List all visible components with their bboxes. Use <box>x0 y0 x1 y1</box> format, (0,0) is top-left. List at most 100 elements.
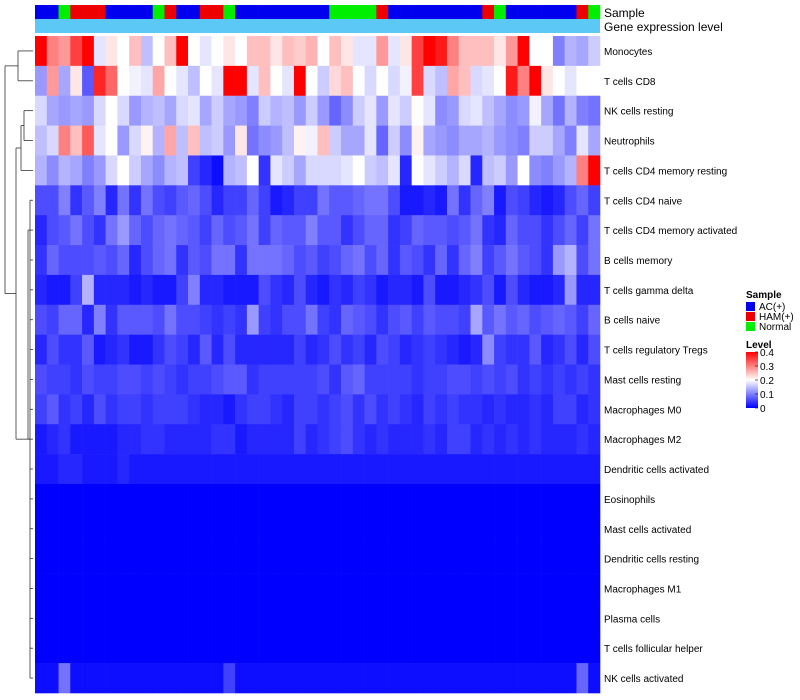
heatmap-cell <box>270 125 283 156</box>
heatmap-cell <box>93 334 106 365</box>
heatmap-cell <box>529 215 542 246</box>
heatmap-cell <box>446 663 460 694</box>
row-label: NK cells activated <box>604 674 683 685</box>
heatmap-cell <box>458 95 471 126</box>
heatmap-cell <box>494 603 507 634</box>
heatmap-cell <box>529 543 542 574</box>
heatmap-cell <box>199 185 212 216</box>
heatmap-cell <box>82 603 95 634</box>
heatmap-cell <box>423 543 436 574</box>
heatmap-cell <box>494 304 507 335</box>
heatmap-cell <box>376 394 389 425</box>
heatmap-cell <box>305 364 318 395</box>
heatmap-cell <box>388 513 401 544</box>
heatmap-cell <box>517 513 530 544</box>
heatmap-cell <box>235 36 248 67</box>
sample-annotation-cell <box>270 5 283 19</box>
sample-annotation-cell <box>176 5 189 19</box>
heatmap-cell <box>564 36 577 67</box>
heatmap-cell <box>129 304 142 335</box>
heatmap-cell <box>117 633 130 664</box>
heatmap-cell <box>364 245 377 276</box>
heatmap-cell <box>376 185 389 216</box>
heatmap-cell <box>129 483 142 515</box>
heatmap-cell <box>176 573 189 604</box>
heatmap-cell <box>105 185 118 216</box>
heatmap-cell <box>329 573 342 604</box>
heatmap-cell <box>541 483 554 515</box>
heatmap-cell <box>235 125 248 156</box>
heatmap-cell <box>82 65 95 97</box>
heatmap-cell <box>164 304 177 335</box>
heatmap-cell <box>376 304 389 335</box>
heatmap-cell <box>411 394 424 425</box>
heatmap-cell <box>246 155 259 186</box>
heatmap-cell <box>35 394 48 425</box>
heatmap-cell <box>388 334 401 365</box>
heatmap-cell <box>482 394 495 425</box>
heatmap-cell <box>399 36 412 67</box>
heatmap-cell <box>364 543 377 574</box>
heatmap-cell <box>317 633 330 664</box>
heatmap-cell <box>435 125 448 156</box>
heatmap-cell <box>529 185 542 216</box>
sample-annotation-cell <box>293 5 307 19</box>
heatmap-cell <box>46 603 59 634</box>
heatmap-cell <box>564 65 577 97</box>
heatmap-cell <box>341 573 354 604</box>
heatmap-cell <box>258 364 271 395</box>
row-label: Mast cells resting <box>604 375 681 386</box>
heatmap-cell <box>364 513 377 544</box>
heatmap-cell <box>341 603 354 634</box>
legend-level-tick-label: 0.1 <box>760 390 774 401</box>
heatmap-cell <box>341 543 354 574</box>
heatmap-cell <box>317 663 330 694</box>
heatmap-cell <box>446 304 460 335</box>
heatmap-cell <box>517 304 530 335</box>
heatmap-cell <box>494 483 507 515</box>
heatmap-cell <box>435 65 448 97</box>
heatmap-cell <box>446 394 460 425</box>
heatmap-cell <box>117 274 130 306</box>
heatmap-cell <box>305 155 318 186</box>
heatmap-cell <box>46 663 59 694</box>
heatmap-cell <box>564 394 577 425</box>
heatmap-cell <box>46 125 59 156</box>
heatmap-cell <box>505 364 518 395</box>
heatmap-cell <box>352 543 365 574</box>
heatmap-cell <box>388 65 401 97</box>
heatmap-cell <box>117 663 130 694</box>
heatmap-cell <box>82 394 95 425</box>
heatmap-cell <box>588 36 601 67</box>
heatmap-cell <box>505 334 518 365</box>
heatmap-cell <box>376 454 389 485</box>
heatmap-cell <box>164 394 177 425</box>
heatmap-cell <box>282 513 295 544</box>
heatmap-cell <box>505 185 518 216</box>
heatmap-cell <box>552 364 565 395</box>
heatmap-cell <box>541 633 554 664</box>
sample-annotation-cell <box>446 5 460 19</box>
heatmap-cell <box>576 633 589 664</box>
heatmap-cell <box>494 543 507 574</box>
heatmap-cell <box>176 65 189 97</box>
heatmap-cell <box>117 573 130 604</box>
heatmap-cell <box>105 215 118 246</box>
heatmap-cell <box>505 603 518 634</box>
heatmap-cell <box>329 65 342 97</box>
sample-annotation-cell <box>105 5 118 19</box>
heatmap-cell <box>446 543 460 574</box>
heatmap-cell <box>35 65 48 97</box>
heatmap-cell <box>446 36 460 67</box>
heatmap-cell <box>576 304 589 335</box>
heatmap-cell <box>270 36 283 67</box>
heatmap-cell <box>482 483 495 515</box>
heatmap-cell <box>46 274 59 306</box>
heatmap-cell <box>541 424 554 455</box>
heatmap-cell <box>35 543 48 574</box>
heatmap-cell <box>552 573 565 604</box>
heatmap-cell <box>541 215 554 246</box>
heatmap-cell <box>152 155 165 186</box>
heatmap-cell <box>458 36 471 67</box>
heatmap-cell <box>58 513 71 544</box>
